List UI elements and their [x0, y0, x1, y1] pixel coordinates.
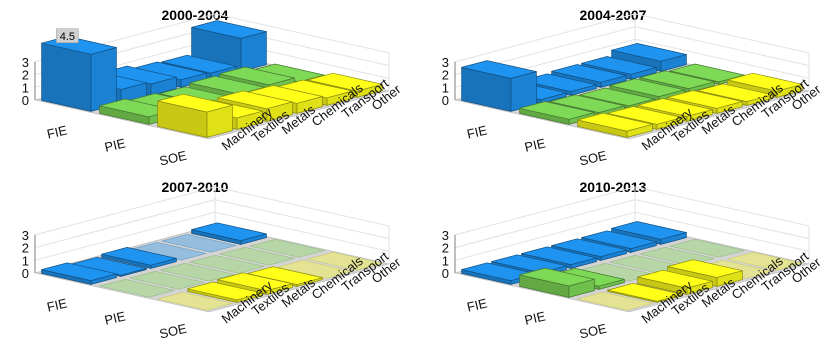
row-axis: FIE PIE SOE: [45, 122, 188, 168]
row-label: FIE: [465, 295, 488, 314]
row-label: PIE: [523, 308, 547, 327]
bars: [461, 221, 803, 311]
chart-panel-2004-2007: 2004-20070123FIEPIESOEMachineryTextilesM…: [442, 7, 824, 169]
bar-PIE-Machinery: [99, 278, 175, 298]
bar-SOE-Textiles: [187, 281, 263, 303]
bar-FIE-Transport: [161, 233, 237, 253]
z-tick-label: 1: [442, 80, 449, 95]
row-label: FIE: [45, 122, 68, 141]
bar-FIE-Metals: [101, 247, 177, 269]
bar-PIE-Transport: [219, 246, 295, 266]
bar-SOE-Machinery: [577, 291, 653, 311]
z-tick-label: 3: [22, 228, 29, 243]
z-tick-label: 3: [22, 55, 29, 70]
bar-SOE-Machinery: [157, 291, 233, 311]
row-axis: FIE PIE SOE: [465, 122, 608, 168]
chart-panel-2010-2013: 2010-20130123FIEPIESOEMachineryTextilesM…: [442, 179, 824, 342]
bars: [461, 43, 803, 138]
bar-FIE-Machinery: [461, 60, 537, 112]
z-tick-label: 0: [442, 266, 449, 281]
bar-PIE-Metals: [159, 262, 235, 282]
bar-PIE-Chemicals: [189, 254, 265, 274]
row-label: PIE: [523, 135, 547, 154]
z-tick-label: 1: [22, 253, 29, 268]
row-label: SOE: [578, 321, 608, 342]
bar-FIE-Chemicals: [551, 64, 627, 88]
bar-SOE-Metals: [637, 269, 713, 295]
chart-panel-2007-2010: 2007-20100123FIEPIESOEMachineryTextilesM…: [22, 179, 404, 342]
z-tick-label: 1: [22, 80, 29, 95]
chart-title: 2007-2010: [162, 179, 229, 195]
bar-FIE-Other: [191, 222, 267, 245]
z-tick-label: 0: [22, 266, 29, 281]
bar-PIE-Machinery: [519, 101, 595, 125]
bar-PIE-Chemicals: [609, 78, 685, 101]
row-label: FIE: [465, 122, 488, 141]
chart-title: 2010-2013: [580, 179, 647, 195]
bar-PIE-Other: [669, 238, 745, 258]
z-tick-label: 1: [442, 253, 449, 268]
z-tick-label: 0: [442, 93, 449, 108]
bar-SOE-Machinery: [577, 112, 653, 138]
row-label: PIE: [103, 308, 127, 327]
bar-FIE-Machinery: [41, 262, 117, 285]
row-label: SOE: [578, 148, 608, 169]
z-tick-label: 2: [442, 241, 449, 256]
bar-SOE-Machinery: [157, 93, 233, 138]
bar-PIE-Other: [249, 238, 325, 258]
bar-SOE-Textiles: [607, 282, 683, 303]
row-axis: FIE PIE SOE: [465, 295, 608, 341]
bars: [41, 222, 383, 311]
bar-SOE-Other: [307, 251, 383, 271]
chart-title: 2004-2007: [580, 7, 647, 23]
bar-PIE-Machinery: [519, 267, 595, 298]
bar-SOE-Transport: [277, 259, 353, 279]
row-axis: FIE PIE SOE: [45, 295, 188, 341]
chart-panel-2000-2004: 2000-20044.50123FIEPIESOEMachineryTextil…: [22, 7, 404, 169]
svg-text:4.5: 4.5: [60, 31, 75, 43]
bar-FIE-Machinery: [41, 36, 117, 112]
row-label: FIE: [45, 295, 68, 314]
bar-PIE-Textiles: [129, 270, 205, 290]
data-label: 4.5: [56, 28, 79, 43]
bar-SOE-Other: [727, 251, 803, 271]
row-label: SOE: [158, 148, 188, 169]
bars: [41, 20, 383, 138]
chart-title: 2000-2004: [162, 7, 229, 23]
z-tick-label: 3: [442, 55, 449, 70]
chart-floor: [34, 224, 390, 313]
z-tick-label: 2: [22, 241, 29, 256]
row-label: PIE: [103, 135, 127, 154]
z-tick-label: 3: [442, 228, 449, 243]
z-tick-label: 0: [22, 93, 29, 108]
z-tick-label: 2: [442, 68, 449, 83]
row-label: SOE: [158, 321, 188, 342]
z-tick-label: 2: [22, 68, 29, 83]
